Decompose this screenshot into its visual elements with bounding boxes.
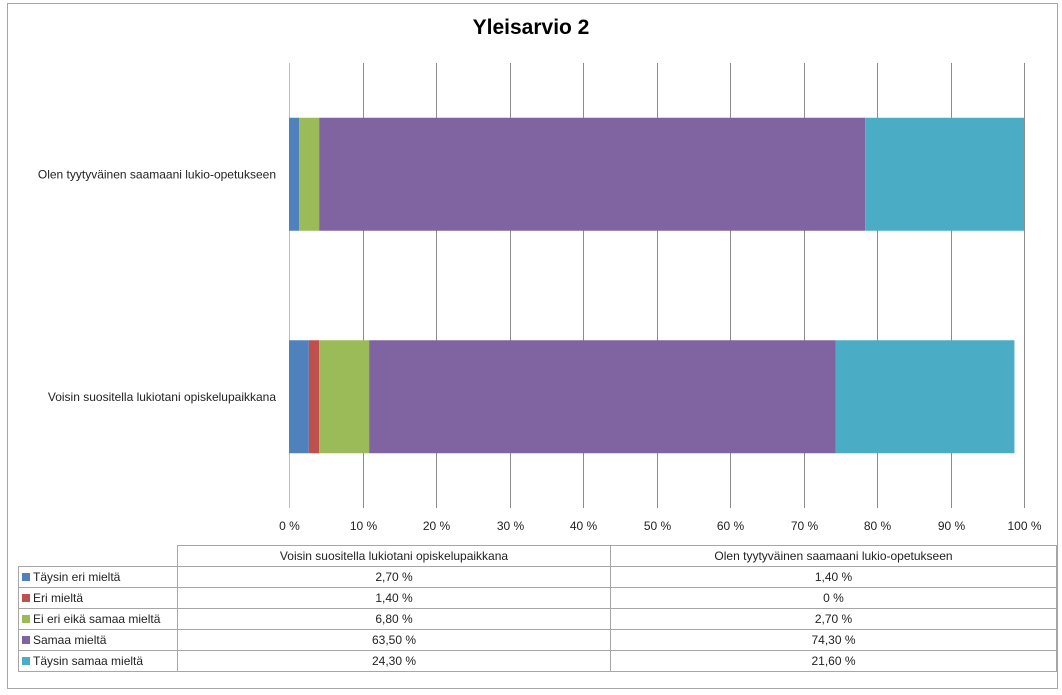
bar-segment — [289, 117, 300, 231]
x-tick-label: 100 % — [1007, 519, 1041, 533]
data-table-column-header: Voisin suositella lukiotani opiskelupaik… — [177, 545, 611, 567]
data-table: Voisin suositella lukiotani opiskelupaik… — [18, 545, 1057, 672]
legend-swatch-icon — [22, 594, 30, 602]
data-table-row: Eri mieltä 1,40 % 0 % — [18, 587, 1057, 609]
bar-segment — [369, 340, 836, 454]
legend-swatch-icon — [22, 573, 30, 581]
x-tick-label: 40 % — [570, 519, 598, 533]
data-table-value: 24,30 % — [177, 650, 611, 672]
legend-swatch-icon — [22, 636, 30, 644]
legend-entry: Täysin eri mieltä — [18, 566, 178, 588]
x-tick-label: 50 % — [644, 519, 672, 533]
chart-title: Yleisarvio 2 — [472, 16, 590, 39]
data-table-value: 0 % — [610, 587, 1057, 609]
data-table-row: Täysin samaa mieltä 24,30 % 21,60 % — [18, 650, 1057, 672]
data-table-value: 2,70 % — [177, 566, 611, 588]
legend-entry: Ei eri eikä samaa mieltä — [18, 608, 178, 630]
legend-entry: Samaa mieltä — [18, 629, 178, 651]
chart-plot-area: 0 % 10 % 20 % 30 % 40 % 50 % 60 % 70 % 80 % 90 % 1… — [38, 63, 1042, 533]
x-tick-label: 20 % — [423, 519, 451, 533]
legend-swatch-icon — [22, 615, 30, 623]
legend-label: Eri mieltä — [33, 591, 84, 605]
data-table-row: Ei eri eikä samaa mieltä 6,80 % 2,70 % — [18, 608, 1057, 630]
data-table-value: 1,40 % — [177, 587, 611, 609]
bar-segment — [865, 117, 1024, 231]
bar-segment — [299, 117, 320, 231]
x-tick-label: 10 % — [350, 519, 378, 533]
legend-label: Samaa mieltä — [33, 633, 107, 647]
data-table-corner — [18, 545, 178, 567]
legend-swatch-icon — [22, 657, 30, 665]
bar-segment — [835, 340, 1015, 454]
data-table-column-header: Olen tyytyväinen saamaani lukio-opetukse… — [610, 545, 1057, 567]
x-tick-label: 80 % — [864, 519, 892, 533]
category-label: Olen tyytyväinen saamaani lukio-opetukse… — [38, 167, 276, 181]
data-table-value: 1,40 % — [610, 566, 1057, 588]
category-label: Voisin suositella lukiotani opiskelupaik… — [48, 390, 276, 404]
data-table-value: 63,50 % — [177, 629, 611, 651]
data-table-value: 21,60 % — [610, 650, 1057, 672]
bar-segment — [308, 340, 320, 454]
bar-segment — [319, 117, 866, 231]
x-tick-label: 30 % — [497, 519, 525, 533]
bar-segment — [289, 340, 309, 454]
x-tick-label: 70 % — [791, 519, 819, 533]
data-table-header-row: Voisin suositella lukiotani opiskelupaik… — [18, 545, 1057, 567]
data-table-value: 2,70 % — [610, 608, 1057, 630]
data-table-row: Samaa mieltä 63,50 % 74,30 % — [18, 629, 1057, 651]
x-tick-label: 90 % — [938, 519, 966, 533]
legend-entry: Eri mieltä — [18, 587, 178, 609]
legend-label: Täysin samaa mieltä — [33, 654, 144, 668]
bar-segment — [319, 340, 370, 454]
x-tick-label: 60 % — [717, 519, 745, 533]
data-table-value: 74,30 % — [610, 629, 1057, 651]
legend-label: Ei eri eikä samaa mieltä — [33, 612, 161, 626]
legend-label: Täysin eri mieltä — [33, 570, 121, 584]
data-table-value: 6,80 % — [177, 608, 611, 630]
x-tick-label: 0 % — [279, 519, 300, 533]
legend-entry: Täysin samaa mieltä — [18, 650, 178, 672]
data-table-row: Täysin eri mieltä 2,70 % 1,40 % — [18, 566, 1057, 588]
